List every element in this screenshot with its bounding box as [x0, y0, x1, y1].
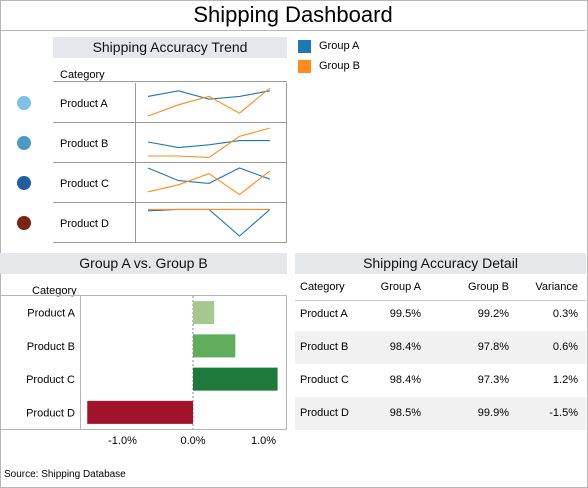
gap-bar	[87, 400, 193, 424]
gap-x-tick-label: 0.0%	[180, 435, 205, 447]
gap-panel-title: Group A vs. Group B	[0, 253, 287, 274]
sparkline-group-b	[147, 87, 271, 117]
gap-category-label: Product A	[27, 308, 75, 320]
table-header: Category Group A Group B Variance	[295, 274, 586, 301]
group-a-swatch	[298, 40, 311, 53]
table-cell: 0.6%	[552, 341, 578, 353]
sparkline-group-a	[147, 167, 271, 184]
sparkline-group-a	[147, 140, 270, 149]
column-header: Category	[300, 281, 345, 293]
column-header: Variance	[535, 281, 578, 293]
gap-x-tick-label: 1.0%	[251, 435, 276, 447]
gap-category-label: Product C	[26, 374, 75, 386]
category-dot	[17, 176, 31, 190]
dashboard-title: Shipping Dashboard	[193, 2, 393, 27]
sparkline-group-b	[148, 127, 271, 158]
gap-bar	[193, 334, 236, 358]
sparkline-group-a	[147, 90, 271, 100]
legend-label: Group B	[319, 60, 360, 72]
category-dot	[17, 96, 31, 110]
table-cell: 97.3%	[477, 374, 509, 386]
legend-label: Group A	[319, 40, 360, 52]
column-header: Group B	[468, 281, 509, 293]
group-b-swatch	[298, 60, 311, 73]
table-row: Product C 98.4% 97.3% 1.2%	[295, 364, 586, 397]
table-cell: Product A	[300, 308, 348, 320]
table-cell: 98.5%	[389, 407, 421, 419]
table-row: Product A 99.5% 99.2% 0.3%	[295, 298, 586, 331]
detail-panel-title: Shipping Accuracy Detail	[295, 253, 586, 274]
gap-x-tick-label: -1.0%	[108, 435, 137, 447]
table-cell: Product D	[300, 407, 349, 419]
table-cell: 97.8%	[477, 341, 509, 353]
trend-row-label: Product B	[60, 138, 108, 150]
table-cell: Product B	[300, 341, 349, 353]
table-cell: 98.4%	[389, 374, 421, 386]
table-cell: 99.9%	[477, 407, 509, 419]
table-cell: -1.5%	[549, 407, 578, 419]
gap-category-header: Category	[32, 285, 77, 297]
source-note: Source: Shipping Database	[4, 469, 126, 480]
sparkline-group-b	[147, 170, 271, 196]
trend-panel-title: Shipping Accuracy Trend	[53, 37, 287, 58]
column-header: Group A	[380, 281, 421, 293]
table-cell: 0.3%	[552, 308, 578, 320]
table-row: Product D 98.5% 99.9% -1.5%	[295, 397, 586, 430]
trend-row-label: Product A	[60, 98, 108, 110]
table-cell: Product C	[300, 374, 349, 386]
title-divider	[0, 30, 586, 31]
table-cell: 99.2%	[477, 308, 509, 320]
gap-category-label: Product B	[27, 341, 75, 353]
gap-category-label: Product D	[26, 407, 75, 419]
category-dot	[17, 216, 31, 230]
gap-bar	[193, 367, 278, 391]
table-row: Product B 98.4% 97.8% 0.6%	[295, 331, 586, 364]
trend-category-header: Category	[60, 69, 105, 81]
trend-row-label: Product C	[60, 178, 109, 190]
table-cell: 1.2%	[552, 374, 578, 386]
category-dot	[17, 136, 31, 150]
gap-bar	[193, 301, 215, 325]
trend-row-label: Product D	[60, 218, 109, 230]
table-cell: 99.5%	[389, 308, 421, 320]
table-cell: 98.4%	[389, 341, 421, 353]
